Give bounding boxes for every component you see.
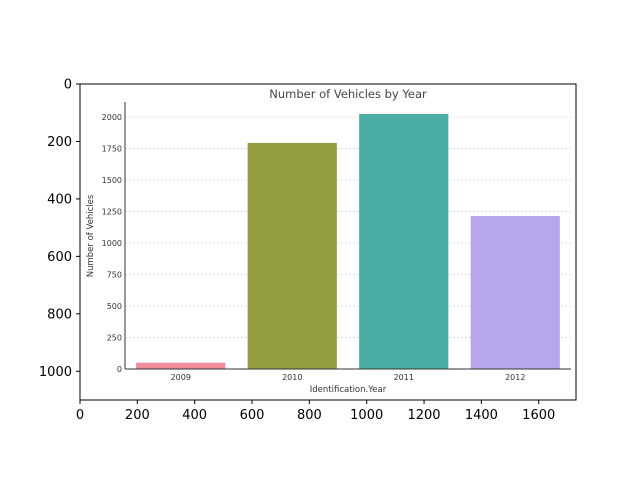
outer-x-tick-label: 0 — [76, 408, 84, 423]
bar-2010 — [247, 142, 337, 369]
outer-y-tick-label: 1000 — [39, 365, 72, 380]
bar-2009 — [136, 362, 226, 369]
outer-x-tick-label: 600 — [240, 408, 265, 423]
outer-y-tick-label: 600 — [47, 250, 72, 265]
outer-x-tick-label: 1000 — [350, 408, 383, 423]
outer-x-tick-label: 200 — [125, 408, 150, 423]
y-tick-label: 0 — [117, 365, 122, 374]
y-tick-label: 1000 — [102, 239, 122, 248]
bar-2011 — [359, 113, 449, 369]
chart-title: Number of Vehicles by Year — [269, 87, 427, 101]
x-tick-label: 2011 — [394, 373, 414, 382]
inner-x-ticks: 2009 2010 2011 2012 — [171, 373, 526, 382]
y-tick-label: 1250 — [102, 208, 122, 217]
outer-x-tick-label: 800 — [297, 408, 322, 423]
outer-y-ticks: 0 200 400 600 800 1000 — [39, 78, 80, 380]
outer-y-tick-label: 800 — [47, 307, 72, 322]
bars — [136, 113, 560, 369]
outer-y-tick-label: 0 — [64, 78, 72, 93]
outer-x-ticks: 0 200 400 600 800 1000 1200 1400 1600 — [76, 400, 555, 423]
bar-2012 — [470, 215, 560, 369]
x-tick-label: 2010 — [282, 373, 302, 382]
x-axis-label: Identification.Year — [310, 385, 387, 395]
y-tick-label: 250 — [107, 334, 122, 343]
y-tick-label: 1750 — [102, 145, 122, 154]
y-tick-label: 750 — [107, 271, 122, 280]
outer-x-tick-label: 1600 — [522, 408, 555, 423]
y-axis-label: Number of Vehicles — [86, 194, 96, 277]
y-tick-label: 500 — [107, 302, 122, 311]
x-tick-label: 2012 — [505, 373, 525, 382]
y-tick-label: 1500 — [102, 176, 122, 185]
inner-y-ticks: 0 250 500 750 1000 1250 1500 1750 2000 — [102, 113, 122, 374]
outer-y-tick-label: 400 — [47, 192, 72, 207]
y-tick-label: 2000 — [102, 113, 122, 122]
outer-y-tick-label: 200 — [47, 135, 72, 150]
outer-x-tick-label: 1400 — [465, 408, 498, 423]
x-tick-label: 2009 — [171, 373, 191, 382]
outer-x-tick-label: 1200 — [407, 408, 440, 423]
outer-x-tick-label: 400 — [182, 408, 207, 423]
